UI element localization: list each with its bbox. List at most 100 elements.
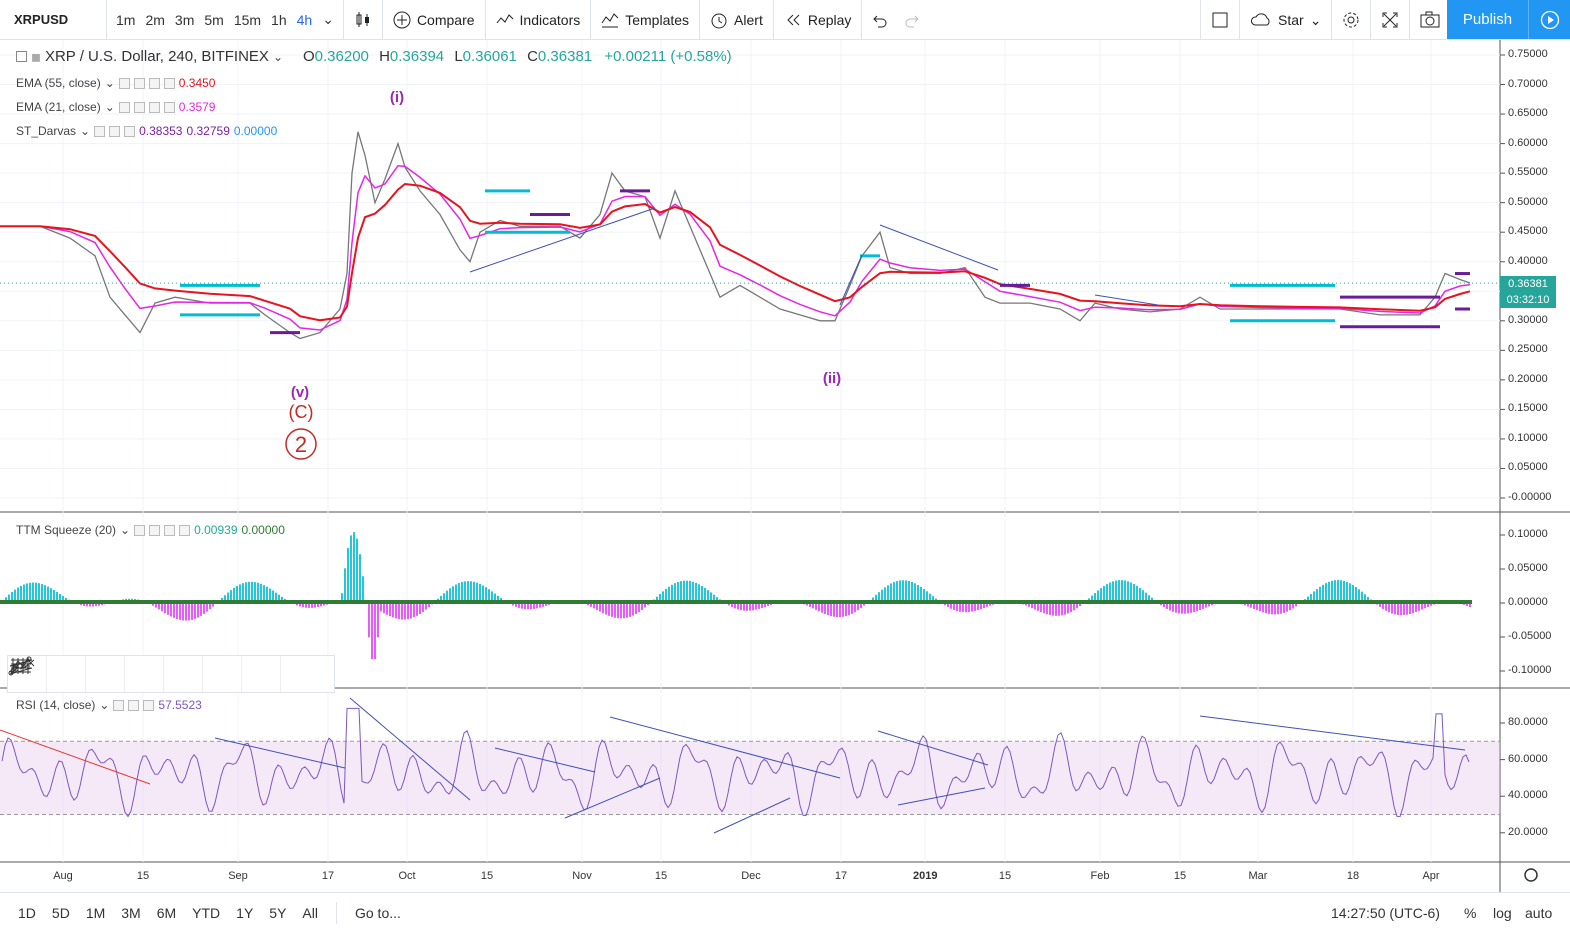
interval-3m[interactable]: 3m bbox=[174, 11, 195, 28]
symbol-search[interactable]: XRPUSD bbox=[14, 12, 69, 27]
code-icon[interactable] bbox=[164, 524, 176, 536]
chevron-down-icon[interactable]: ⌄ bbox=[120, 523, 131, 537]
chart-type-button[interactable] bbox=[344, 0, 382, 40]
more-icon[interactable] bbox=[163, 101, 175, 113]
gear-icon[interactable] bbox=[149, 524, 161, 536]
auto-scale-toggle[interactable]: auto bbox=[1525, 905, 1553, 921]
ttm-histogram-bar bbox=[1313, 591, 1315, 602]
ttm-histogram-bar bbox=[1142, 590, 1144, 602]
range-3m[interactable]: 3M bbox=[121, 905, 141, 921]
range-6m[interactable]: 6M bbox=[156, 905, 177, 921]
ttm-histogram-bar bbox=[635, 602, 637, 615]
compare-button[interactable]: Compare bbox=[383, 0, 485, 40]
ttm-histogram-bar bbox=[902, 580, 904, 602]
interval-15m[interactable]: 15m bbox=[233, 11, 262, 28]
chevron-down-icon[interactable]: ⌄ bbox=[80, 124, 91, 138]
chevron-down-icon[interactable]: ⌄ bbox=[99, 698, 110, 712]
wave-label-v: (v) bbox=[291, 384, 309, 401]
close-icon[interactable] bbox=[143, 699, 155, 711]
ttm-histogram-bar bbox=[884, 587, 886, 602]
interval-dropdown-chevron-icon[interactable]: ⌄ bbox=[322, 11, 334, 27]
ttm-histogram-bar bbox=[641, 602, 643, 610]
series-title[interactable]: XRP / U.S. Dollar, 240, BITFINEX bbox=[44, 48, 269, 65]
eye-icon[interactable] bbox=[94, 125, 106, 137]
ray-button[interactable] bbox=[10, 656, 242, 692]
goto-date-button[interactable]: Go to... bbox=[354, 905, 401, 921]
range-all[interactable]: All bbox=[302, 905, 318, 921]
ttm-histogram-bar bbox=[443, 593, 445, 602]
fullscreen-toggle-button[interactable] bbox=[1201, 0, 1239, 40]
eye-icon[interactable] bbox=[113, 699, 125, 711]
clock-timezone[interactable]: 14:27:50 (UTC-6) bbox=[1331, 905, 1440, 921]
ttm-histogram-bar bbox=[1394, 602, 1396, 615]
ttm-histogram-bar bbox=[1334, 580, 1336, 602]
gear-icon bbox=[1343, 12, 1359, 28]
undo-button[interactable] bbox=[862, 0, 896, 40]
gear-icon[interactable] bbox=[133, 101, 145, 113]
interval-4h[interactable]: 4h bbox=[296, 11, 313, 28]
ttm-histogram-bar bbox=[467, 581, 469, 602]
ttm-histogram-bar bbox=[209, 602, 211, 610]
replay-button[interactable]: Replay bbox=[774, 0, 862, 40]
parallel-channel-button[interactable] bbox=[9, 656, 203, 692]
settings-button[interactable] bbox=[1332, 0, 1370, 40]
ttm-histogram-bar bbox=[92, 602, 94, 607]
darvas-label[interactable]: ST_Darvas bbox=[16, 124, 77, 138]
publish-play-button[interactable] bbox=[1528, 0, 1570, 39]
more-icon[interactable] bbox=[163, 77, 175, 89]
interval-2m[interactable]: 2m bbox=[145, 11, 165, 28]
ttm-histogram-bar bbox=[872, 597, 874, 602]
percent-scale-toggle[interactable]: % bbox=[1464, 905, 1477, 921]
interval-1m[interactable]: 1m bbox=[116, 11, 136, 28]
ttm-histogram-bar bbox=[446, 590, 448, 602]
ttm-label[interactable]: TTM Squeeze (20) bbox=[16, 523, 117, 537]
ema21-label[interactable]: EMA (21, close) bbox=[16, 100, 101, 114]
snapshot-button[interactable] bbox=[1410, 0, 1450, 40]
darvas-value-1: 0.38353 bbox=[139, 124, 183, 138]
publish-button[interactable]: Publish bbox=[1447, 0, 1528, 39]
range-5d[interactable]: 5D bbox=[51, 905, 70, 921]
interval-5m[interactable]: 5m bbox=[204, 11, 224, 28]
range-5y[interactable]: 5Y bbox=[269, 905, 287, 921]
range-ytd[interactable]: YTD bbox=[192, 905, 221, 921]
chart-canvas[interactable]: (i) (v)(C) 2 (ii) bbox=[0, 40, 1570, 892]
ema55-label[interactable]: EMA (55, close) bbox=[16, 76, 101, 90]
range-1y[interactable]: 1Y bbox=[236, 905, 254, 921]
more-tools-button[interactable] bbox=[12, 656, 320, 692]
indicators-button[interactable]: Indicators bbox=[486, 0, 591, 40]
ttm-histogram-bar bbox=[347, 548, 349, 602]
rsi-trend-line bbox=[609, 716, 841, 779]
time-tick-label: 18 bbox=[1346, 870, 1360, 882]
chevron-down-icon[interactable]: ⌄ bbox=[104, 100, 115, 114]
horizontal-line-button[interactable] bbox=[10, 656, 281, 692]
range-1d[interactable]: 1D bbox=[18, 905, 36, 921]
templates-button[interactable]: Templates bbox=[591, 0, 699, 40]
star-button[interactable]: Star ⌄ bbox=[1240, 0, 1331, 40]
eye-icon[interactable] bbox=[118, 101, 130, 113]
elliott-correction-button[interactable] bbox=[9, 656, 125, 692]
eye-icon[interactable] bbox=[134, 524, 146, 536]
gear-icon[interactable] bbox=[109, 125, 121, 137]
chevron-down-icon[interactable]: ⌄ bbox=[104, 76, 115, 90]
low-value: 0.36061 bbox=[462, 48, 517, 65]
trend-line-button[interactable] bbox=[8, 656, 164, 692]
close-icon[interactable] bbox=[148, 101, 160, 113]
chart-area[interactable]: (i) (v) (C) 2 (ii) ◼ XRP / U.S. Dollar, 240,… bbox=[0, 40, 1570, 892]
series-title-chevron-icon[interactable]: ⌄ bbox=[272, 49, 283, 64]
fullscreen-button[interactable] bbox=[1371, 0, 1409, 40]
interval-1h[interactable]: 1h bbox=[271, 11, 287, 28]
close-icon[interactable] bbox=[148, 77, 160, 89]
range-1m[interactable]: 1M bbox=[85, 905, 106, 921]
gear-icon[interactable] bbox=[133, 77, 145, 89]
log-scale-toggle[interactable]: log bbox=[1493, 905, 1512, 921]
close-icon[interactable] bbox=[179, 524, 191, 536]
close-icon[interactable] bbox=[124, 125, 136, 137]
rsi-label[interactable]: RSI (14, close) bbox=[16, 698, 96, 712]
elliott-impulse-button[interactable] bbox=[9, 656, 86, 692]
gear-icon[interactable] bbox=[128, 699, 140, 711]
eye-icon[interactable] bbox=[118, 77, 130, 89]
ttm-histogram-bar bbox=[32, 582, 34, 602]
redo-button[interactable] bbox=[896, 0, 930, 40]
collapse-toggle-icon[interactable] bbox=[16, 51, 27, 62]
alert-button[interactable]: Alert bbox=[700, 0, 773, 40]
